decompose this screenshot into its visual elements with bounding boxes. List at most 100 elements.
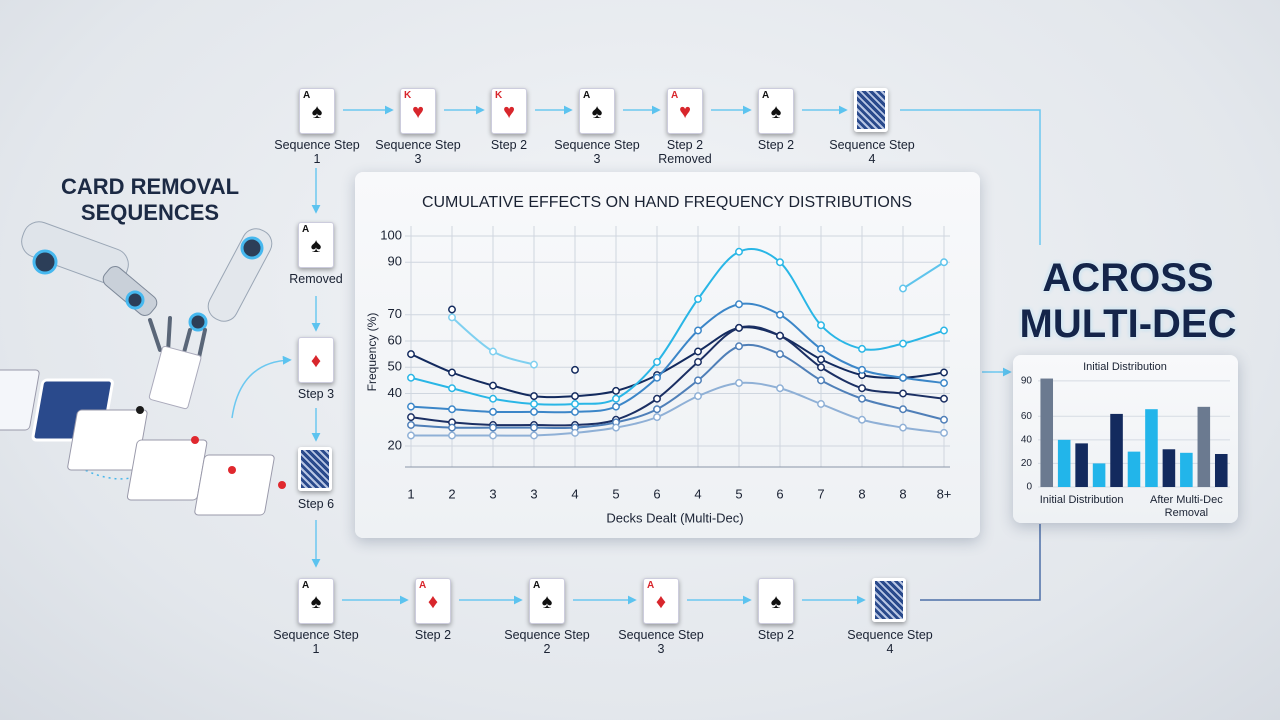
playing-card: A ♠ [298, 578, 334, 624]
y-tick-label: 100 [380, 227, 402, 242]
x-tick-label: 6 [653, 486, 660, 501]
card-suit: ♠ [770, 591, 782, 613]
point [817, 376, 825, 385]
card-label: Step 6 [297, 497, 335, 511]
point [530, 407, 538, 416]
bar [1214, 453, 1228, 487]
x-tick-label: 4 [571, 486, 578, 501]
card-label: Sequence Step 3 [618, 628, 704, 656]
playing-card: A ♠ [758, 88, 794, 134]
card-suit: ♠ [770, 101, 782, 123]
point [694, 347, 702, 356]
x-tick-label: 2 [448, 486, 455, 501]
playing-card [872, 578, 906, 622]
point [489, 407, 497, 416]
point [899, 389, 907, 398]
point [858, 344, 866, 353]
joint [32, 249, 58, 275]
card-suit: ♠ [541, 591, 553, 613]
point [735, 379, 743, 387]
bar [1040, 378, 1054, 487]
point [448, 313, 456, 322]
card-suit: ♠ [311, 101, 323, 123]
y-tick-label: 90 [1021, 376, 1033, 387]
point [940, 379, 948, 387]
main-chart-panel [355, 172, 980, 538]
bar [1145, 409, 1158, 487]
point [858, 384, 866, 393]
card-suit: ♥ [503, 101, 515, 123]
y-tick-label: 20 [1021, 458, 1033, 469]
point [817, 400, 825, 408]
gripper [148, 316, 207, 364]
card-rank: A [671, 90, 679, 101]
card-label: Sequence Step 1 [273, 628, 359, 656]
point [530, 360, 538, 369]
x-tick-label: 8+ [937, 486, 952, 501]
point [653, 373, 661, 382]
card-label: Sequence Step 3 [375, 138, 461, 166]
point [735, 323, 743, 332]
pip [136, 406, 144, 414]
point [694, 376, 702, 385]
point [571, 365, 579, 374]
x-axis-label: Decks Dealt (Multi-Dec) [606, 510, 743, 525]
x-tick-label: 7 [817, 486, 824, 501]
playing-card [854, 88, 888, 132]
playing-card: ♦ [298, 337, 334, 383]
connector [900, 109, 1041, 245]
line-series [902, 261, 945, 290]
y-tick-label: 60 [388, 332, 402, 347]
point [817, 363, 825, 372]
point [940, 326, 948, 335]
point [571, 428, 579, 437]
playing-card: A ♦ [415, 578, 451, 624]
connector [231, 355, 292, 419]
connector [920, 524, 1041, 601]
point [407, 413, 415, 422]
headline: ACROSS MULTI-DEC [1019, 256, 1237, 346]
point [612, 394, 620, 403]
line-series [410, 248, 945, 406]
robot-arms [21, 221, 273, 410]
point [612, 386, 620, 395]
bar [1092, 463, 1106, 487]
headline: CARD REMOVAL SEQUENCES [60, 174, 240, 225]
playing-card: A ♠ [579, 88, 615, 134]
joint [125, 290, 145, 310]
card-label: Step 2 [414, 628, 452, 642]
point [448, 431, 456, 440]
y-tick-label: 90 [388, 254, 402, 269]
bar [1197, 406, 1211, 487]
point [817, 344, 825, 353]
point [489, 394, 497, 403]
card-rank: K [404, 90, 412, 101]
pip [278, 481, 286, 489]
point [448, 305, 456, 314]
card-label: Step 2 [757, 628, 795, 642]
point [530, 423, 538, 432]
playing-card: ♠ [758, 578, 794, 624]
y-tick-label: 0 [1026, 482, 1032, 493]
point [776, 331, 784, 340]
point [530, 392, 538, 401]
playing-card [298, 447, 332, 491]
point [653, 405, 661, 414]
point [940, 368, 948, 377]
bar [1075, 443, 1088, 487]
arm [21, 221, 129, 285]
point [489, 381, 497, 390]
card-suit: ♥ [679, 101, 691, 123]
point [653, 413, 661, 422]
point [899, 405, 907, 414]
point [407, 431, 415, 440]
y-tick-label: 70 [388, 306, 402, 321]
point [694, 358, 702, 366]
point [530, 431, 538, 440]
point [858, 365, 866, 374]
playing-card: A ♥ [667, 88, 703, 134]
point [694, 326, 702, 335]
pip [191, 436, 199, 444]
